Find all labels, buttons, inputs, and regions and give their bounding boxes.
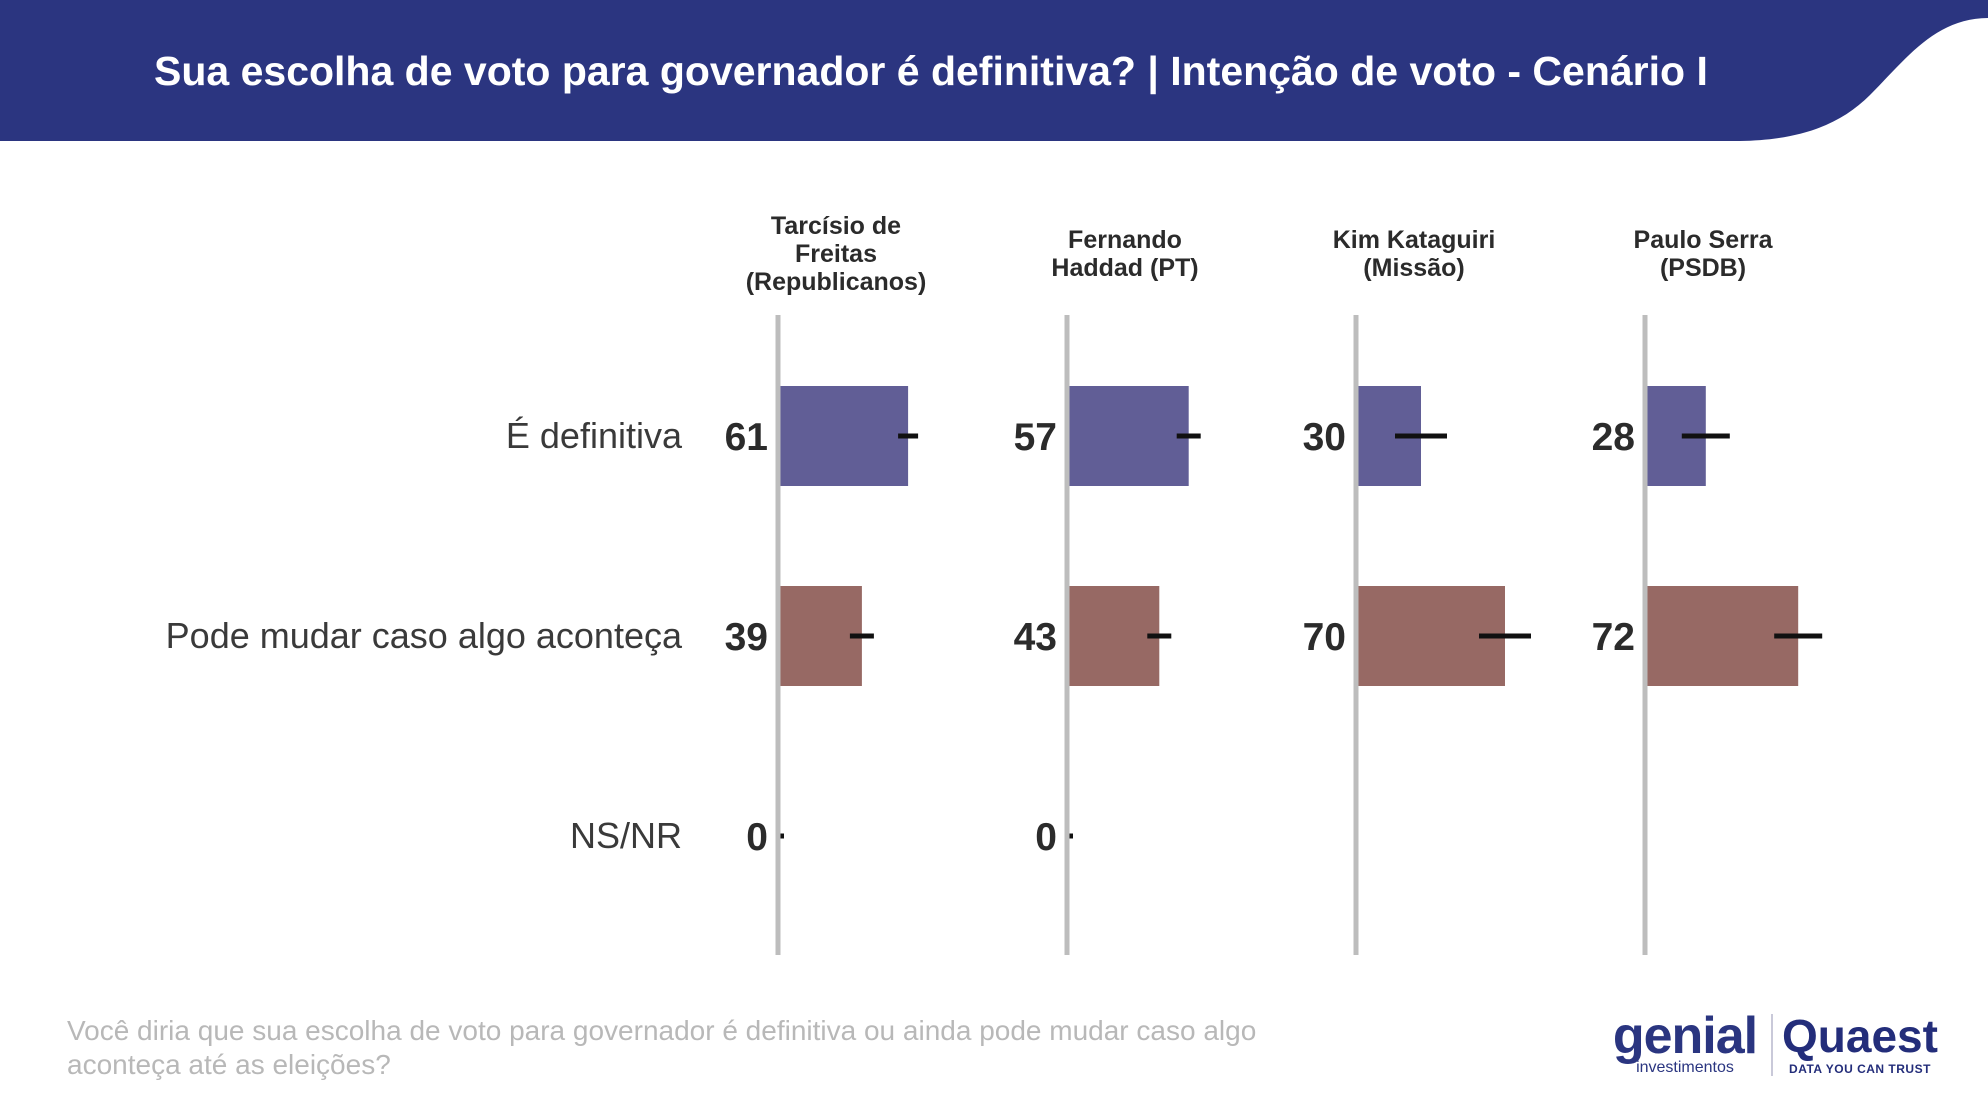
quaest-logo: Quaest DATA YOU CAN TRUST: [1780, 1010, 1940, 1080]
data-label: 43: [1014, 616, 1057, 659]
genial-logo: genial investimentos: [1600, 1010, 1770, 1080]
candidate-name: Fernando Haddad (PT): [1051, 226, 1199, 282]
survey-question: Você diria que sua escolha de voto para …: [67, 1015, 1257, 1080]
data-label: 30: [1303, 416, 1346, 459]
candidate-name: Kim Kataguiri (Missão): [1332, 226, 1496, 282]
genial-logo-subtext: investimentos: [1636, 1059, 1734, 1076]
candidate-name: Paulo Serra (PSDB): [1633, 226, 1773, 282]
chart-area: É definitiva Pode mudar caso algo aconteç…: [165, 212, 1823, 955]
genial-logo-text: genial: [1612, 1007, 1758, 1065]
logo-divider: [1771, 1014, 1773, 1076]
bar: [1069, 586, 1160, 686]
data-label: 39: [725, 616, 768, 659]
row-label: NS/NR: [569, 815, 682, 856]
candidate-name: Tarcísio de Freitas (Republicanos): [745, 212, 927, 296]
quaest-logo-text: Quaest: [1782, 1010, 1938, 1062]
row-label: É definitiva: [505, 415, 682, 456]
header-background: [0, 0, 1988, 141]
header-banner: Sua escolha de voto para governador é de…: [0, 0, 1988, 142]
bar: [1069, 386, 1189, 486]
data-label: 0: [1035, 816, 1057, 859]
bar: [1647, 586, 1799, 686]
data-label: 57: [1014, 416, 1057, 459]
data-label: 28: [1592, 416, 1635, 459]
bar-chart-svg: 61 39 0 57 43 0 30 70 28 72: [725, 315, 1823, 955]
data-label: 72: [1592, 616, 1635, 659]
bar: [780, 586, 862, 686]
data-label: 61: [725, 416, 768, 459]
page-title: Sua escolha de voto para governador é de…: [154, 48, 1708, 94]
data-label: 0: [746, 816, 768, 859]
data-label: 70: [1303, 616, 1346, 659]
row-label: Pode mudar caso algo aconteça: [165, 615, 682, 656]
bar: [780, 386, 909, 486]
quaest-logo-subtext: DATA YOU CAN TRUST: [1789, 1062, 1931, 1076]
